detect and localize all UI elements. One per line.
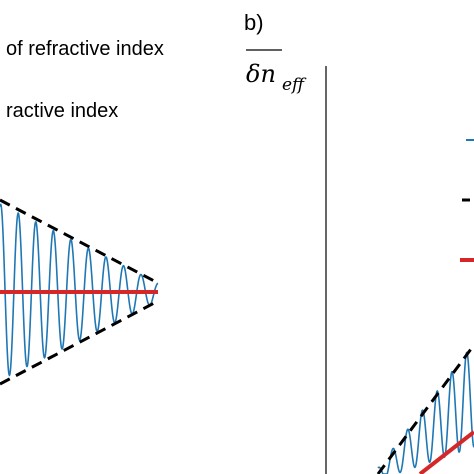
ylabel-main: δn [246,60,276,88]
envelope-upper-a [0,198,159,285]
legend-entry-2: ractive index [6,100,118,122]
panel-a-plot [0,198,159,386]
panel-b-legend [460,139,474,262]
panel-b-plot [376,344,474,474]
panel-label-b: b) [244,10,264,35]
envelope-lower-a [0,299,159,386]
legend-entry-1: of refractive index [6,38,164,60]
mean-line-b [418,430,474,474]
oscillation-curve-a [0,203,159,377]
ylabel-sub: eff [282,75,307,95]
envelope-upper-b [376,344,474,474]
